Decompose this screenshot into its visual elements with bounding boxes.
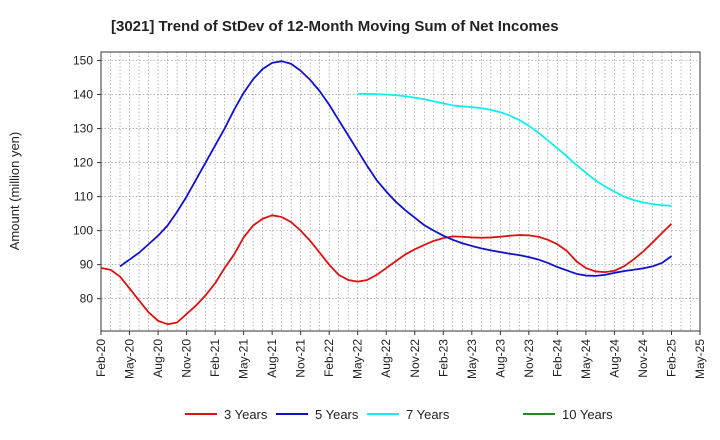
x-axis-ticks: Feb-20 May-20 Aug-20 Nov-20 Feb-21 May-21 Aug-… [94,331,707,379]
x-tick-label: Nov-20 [180,339,194,378]
y-tick-label: 150 [73,54,93,68]
y-tick-label: 100 [73,224,93,238]
series-line-3-years [100,214,673,326]
x-tick-label: Aug-23 [493,339,507,378]
x-tick-label: Aug-22 [379,339,393,378]
x-tick-label: Feb-23 [436,339,450,377]
grid [101,52,700,331]
x-tick-label: Nov-24 [636,339,650,378]
y-tick-label: 80 [80,292,94,306]
x-tick-label: May-22 [351,339,365,379]
chart-title: [3021] Trend of StDev of 12-Month Moving… [111,18,559,35]
y-tick-label: 120 [73,156,93,170]
x-tick-label: Feb-25 [664,339,678,377]
series-line-7-years [357,92,672,207]
plot-area [100,51,701,332]
y-tick-label: 110 [74,190,93,204]
series-lines [100,60,673,326]
y-tick-label: 90 [80,258,94,272]
x-tick-label: Feb-20 [94,339,108,377]
y-tick-label: 130 [73,122,93,136]
x-tick-label: Nov-23 [522,339,536,378]
x-tick-label: Nov-22 [408,339,422,378]
x-tick-label: May-25 [693,339,707,379]
x-tick-label: Feb-24 [550,339,564,377]
legend-label: 7 Years [406,407,450,422]
x-tick-label: May-21 [237,339,251,379]
y-axis-ticks: 80 90 100 110 120 130 140 150 [73,54,101,306]
legend-label: 3 Years [224,407,268,422]
series-line-5-years [119,60,673,277]
y-axis-label: Amount (million yen) [7,132,22,251]
legend-label: 10 Years [562,407,613,422]
x-tick-label: Feb-21 [208,339,222,377]
x-tick-label: May-24 [579,339,593,379]
legend: 3 Years 5 Years 7 Years 10 Years [185,407,613,422]
x-tick-label: Aug-24 [607,339,621,378]
x-tick-label: Nov-21 [294,339,308,378]
y-tick-label: 140 [73,88,93,102]
x-tick-label: Aug-20 [151,339,165,378]
x-tick-label: Aug-21 [265,339,279,378]
x-tick-label: Feb-22 [322,339,336,377]
x-tick-label: May-23 [465,339,479,379]
x-tick-label: May-20 [123,339,137,379]
legend-label: 5 Years [315,407,359,422]
